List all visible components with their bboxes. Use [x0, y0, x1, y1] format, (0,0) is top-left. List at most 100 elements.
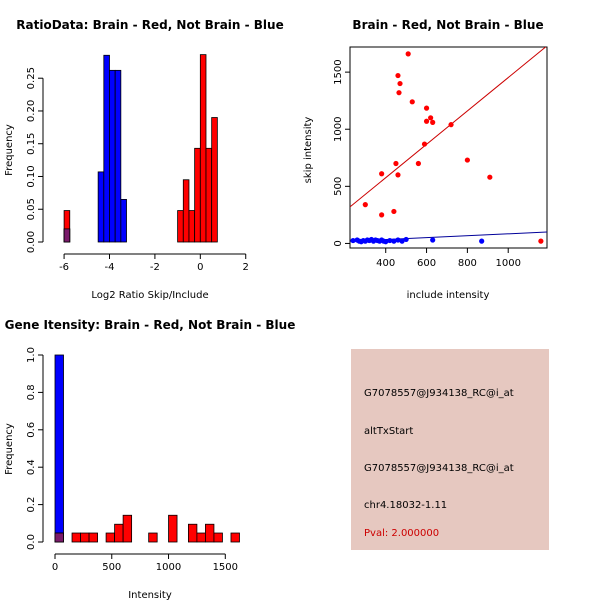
gene-intensity-histogram-xlabel: Intensity	[128, 590, 172, 600]
intensity-scatter-point-blue-0	[350, 237, 356, 244]
intensity-scatter-points	[350, 51, 544, 245]
ratio-histogram-y-tick-label: 0.20	[26, 100, 37, 122]
gene-intensity-histogram-bar-red-4	[105, 532, 116, 543]
intensity-scatter-y-tick-label: 0	[333, 240, 344, 246]
ratio-histogram-x-tick-label: -2	[150, 262, 160, 273]
ratio-histogram: RatioData: Brain - Red, Not Brain - Blue…	[4, 18, 284, 301]
intensity-scatter-x-axis: 400 600 800 1000	[376, 248, 521, 269]
gene-intensity-histogram-y-tick-label: 0.0	[26, 534, 37, 550]
intensity-scatter-point-red-5	[423, 105, 430, 111]
ratio-histogram-x-axis: -6 -4 -2 0 2	[59, 253, 249, 273]
intensity-scatter-point-red-13	[393, 160, 399, 167]
intensity-scatter-point-red-4	[409, 99, 415, 105]
gene-intensity-histogram-bar-overlap-0	[54, 532, 64, 543]
gene-intensity-histogram-y-tick-label: 0.4	[26, 459, 37, 475]
intensity-scatter-y-tick-label: 1500	[333, 59, 344, 84]
gene-intensity-histogram-y-tick-label: 0.6	[26, 422, 37, 438]
intensity-scatter-frame	[349, 46, 548, 249]
gene-intensity-histogram-bar-red-2	[80, 532, 90, 543]
ratio-histogram-title: RatioData: Brain - Red, Not Brain - Blue	[16, 18, 283, 32]
gene-intensity-histogram-bars	[54, 354, 240, 543]
ratio-histogram-bars	[63, 54, 218, 243]
gene-intensity-histogram-bar-red-13	[230, 532, 240, 543]
ratio-histogram-x-tick-label: -4	[105, 262, 115, 273]
intensity-scatter-point-red-8	[423, 118, 430, 124]
intensity-scatter-point-blue-18	[395, 237, 401, 243]
gene-intensity-histogram-x-tick-label: 500	[102, 562, 121, 573]
intensity-scatter-point-blue-22	[479, 238, 485, 244]
gene-intensity-histogram-bar-red-11	[205, 523, 215, 543]
gene-intensity-histogram-x-axis: 0 500 1000 1500	[52, 553, 238, 573]
intensity-scatter-xlabel: include intensity	[407, 290, 490, 301]
ratio-histogram-bar-blue-1	[97, 171, 105, 243]
intensity-scatter-point-red-11	[464, 157, 470, 163]
ratio-histogram-bar-overlap-0	[63, 228, 71, 243]
gene-intensity-histogram-x-tick-label: 1000	[156, 562, 181, 573]
gene-intensity-histogram-title: Gene Itensity: Brain - Red, Not Brain - …	[5, 318, 296, 332]
gene-intensity-histogram-bar-red-8	[168, 514, 178, 543]
gene-intensity-histogram-bar-red-7	[148, 532, 158, 543]
intensity-scatter-fit-line-fit_red	[350, 47, 547, 208]
intensity-scatter-x-tick-label: 1000	[495, 258, 520, 269]
ratio-histogram-x-tick-label: -6	[59, 262, 69, 273]
ratio-histogram-bar-red-3	[188, 210, 196, 243]
intensity-scatter-point-blue-19	[399, 238, 405, 244]
intensity-scatter-point-red-10	[421, 141, 428, 147]
info-location: chr4.18032-1.11	[364, 500, 447, 511]
gene-intensity-histogram-bar-red-6	[122, 514, 133, 543]
intensity-scatter-ylabel: skip intensity	[303, 117, 314, 184]
intensity-scatter-point-red-6	[428, 115, 434, 121]
intensity-scatter-y-tick-label: 1000	[333, 117, 344, 142]
gene-intensity-histogram: Gene Itensity: Brain - Red, Not Brain - …	[4, 318, 295, 600]
ratio-histogram-bar-blue-4	[114, 69, 122, 243]
gene-intensity-histogram-y-tick-label: 0.2	[26, 497, 37, 513]
gene-intensity-histogram-bar-red-12	[213, 532, 223, 543]
ratio-histogram-bar-red-2	[182, 179, 190, 243]
intensity-scatter-x-tick-label: 600	[417, 258, 436, 269]
intensity-scatter-point-red-15	[487, 174, 493, 180]
intensity-scatter-point-red-17	[362, 202, 368, 208]
ratio-histogram-x-tick-label: 0	[197, 262, 203, 273]
intensity-scatter-x-tick-label: 400	[376, 258, 395, 269]
intensity-scatter-point-red-18	[391, 208, 397, 215]
intensity-scatter-point-red-9	[448, 122, 454, 128]
intensity-scatter-x-tick-label: 800	[458, 258, 477, 269]
info-probe-id-secondary: G7078557@J934138_RC@i_at	[364, 463, 514, 474]
gene-intensity-histogram-x-tick-label: 1500	[213, 562, 238, 573]
intensity-scatter-point-blue-20	[403, 236, 409, 243]
gene-intensity-histogram-y-axis: 0.0 0.2 0.4 0.6 0.8 1.0	[26, 347, 44, 550]
intensity-scatter-y-tick-label: 500	[333, 177, 344, 196]
intensity-scatter-point-blue-16	[387, 237, 393, 244]
intensity-scatter-point-red-12	[415, 160, 421, 167]
gene-intensity-histogram-bar-red-1	[71, 532, 81, 543]
ratio-histogram-bar-red-1	[177, 210, 184, 243]
info-pval: Pval: 2.000000	[364, 528, 439, 539]
intensity-scatter-point-red-1	[395, 72, 401, 79]
intensity-scatter-y-axis: 0 500 1000 1500	[333, 59, 350, 247]
gene-intensity-histogram-bar-red-9	[187, 523, 198, 543]
ratio-histogram-bar-blue-5	[120, 199, 127, 243]
ratio-histogram-y-tick-label: 0.00	[26, 231, 37, 253]
gene-intensity-histogram-ylabel: Frequency	[4, 423, 15, 475]
intensity-scatter-point-red-3	[396, 90, 402, 96]
ratio-histogram-bar-blue-3	[109, 69, 116, 243]
ratio-histogram-y-tick-label: 0.25	[26, 67, 37, 89]
intensity-scatter-point-red-7	[430, 119, 436, 125]
ratio-histogram-y-tick-label: 0.05	[26, 198, 37, 220]
ratio-histogram-y-tick-label: 0.15	[26, 133, 37, 155]
gene-intensity-histogram-y-tick-label: 1.0	[26, 347, 37, 363]
intensity-scatter-point-blue-15	[383, 239, 389, 245]
info-panel: G7078557@J934138_RC@i_at altTxStart G707…	[351, 349, 549, 550]
ratio-histogram-y-tick-label: 0.10	[26, 165, 37, 187]
ratio-histogram-bar-red-4	[194, 147, 201, 243]
intensity-scatter-point-red-20	[538, 238, 544, 244]
gene-intensity-histogram-bar-red-10	[196, 532, 206, 543]
gene-intensity-histogram-y-tick-label: 0.8	[26, 384, 37, 400]
ratio-histogram-bar-red-5	[199, 54, 207, 243]
intensity-scatter-fit-lines	[350, 47, 547, 242]
ratio-histogram-bar-blue-2	[103, 54, 110, 243]
intensity-scatter-point-red-19	[379, 212, 385, 218]
intensity-scatter-title: Brain - Red, Not Brain - Blue	[352, 18, 543, 32]
intensity-scatter-point-red-16	[379, 171, 385, 177]
